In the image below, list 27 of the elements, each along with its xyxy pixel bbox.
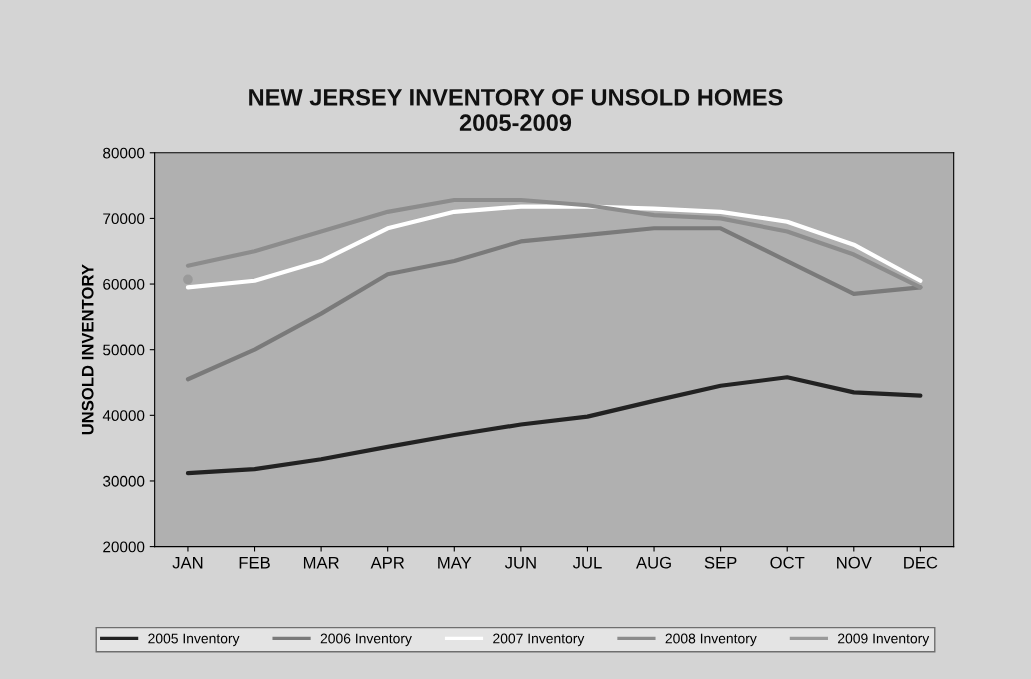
legend-label: 2005 Inventory [148,633,240,647]
x-tick-label: MAR [303,556,339,569]
line-series [185,375,923,476]
x-tick-label: JUN [504,556,536,569]
y-tick-label: 60000 [103,278,145,290]
x-tick-label: APR [370,556,405,569]
legend-label: 2007 Inventory [493,633,585,647]
x-tick-label: AUG [636,556,671,569]
y-tick-label: 40000 [102,410,145,422]
x-tick-label: MAY [438,556,472,569]
legend-label: 2006 Inventory [320,633,412,647]
legend-label: 2008 Inventory [665,633,757,647]
y-axis-title: UNSOLD INVENTORY [81,264,94,435]
x-tick-label: JUL [572,556,602,569]
y-tick-label: 70000 [103,213,145,225]
y-tick-label: 20000 [103,541,145,553]
y-tick-label: 80000 [103,147,145,159]
legend-label: 2009 Inventory [838,633,930,647]
x-tick-label: SEP [704,556,737,569]
chart-title: NEW JERSEY INVENTORY OF UNSOLD HOMES 2005-2009 [249,88,783,132]
x-tick-label: OCT [770,556,805,569]
x-tick-label: NOV [837,556,872,569]
x-tick-label: FEB [239,556,270,569]
y-tick-label: 50000 [103,344,145,356]
x-tick-label: JAN [172,556,203,569]
x-tick-label: DEC [904,556,938,569]
y-tick-label: 30000 [103,475,145,487]
